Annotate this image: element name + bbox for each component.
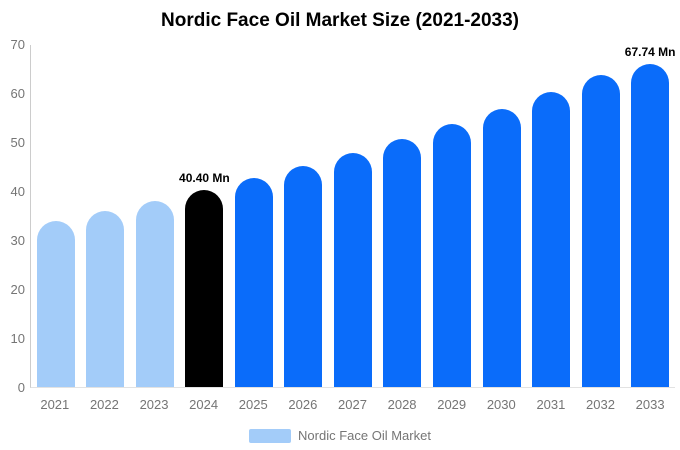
x-tick-label-2029: 2029 — [437, 397, 467, 412]
legend-swatch-icon — [249, 428, 292, 443]
y-tick-label: 70 — [10, 37, 25, 52]
bar-2027[interactable] — [333, 152, 372, 387]
y-tick-label: 40 — [10, 184, 25, 199]
bar-slot — [229, 45, 279, 387]
bars-container: 40.40 Mn 67.74 Mn — [31, 45, 676, 387]
y-tick-label: 20 — [10, 282, 25, 297]
bar-slot — [378, 45, 428, 387]
bar-2026[interactable] — [284, 165, 323, 387]
x-tick-label-2032: 2032 — [586, 397, 615, 412]
bar-2028[interactable] — [383, 138, 422, 387]
y-tick-label: 50 — [10, 135, 25, 150]
bar-slot — [576, 45, 626, 387]
x-tick-label-2031: 2031 — [536, 397, 566, 412]
bar-slot — [81, 45, 131, 387]
bar-2033[interactable] — [631, 64, 670, 387]
bar-slot — [130, 45, 180, 387]
bar-slot: 67.74 Mn — [624, 45, 676, 387]
bar-slot — [427, 45, 477, 387]
bar-2031[interactable] — [532, 91, 571, 387]
legend-label: Nordic Face Oil Market — [298, 428, 431, 443]
x-tick-label-2021: 2021 — [40, 397, 70, 412]
y-tick-label: 0 — [17, 380, 25, 395]
bar-2032[interactable] — [581, 74, 620, 387]
y-tick-label: 10 — [10, 331, 25, 346]
x-tick-label-2022: 2022 — [89, 397, 119, 412]
bar-slot — [279, 45, 329, 387]
bar-2023[interactable] — [135, 200, 174, 387]
bar-value-label: 67.74 Mn — [624, 45, 676, 59]
bar-slot — [477, 45, 527, 387]
x-tick-label-2028: 2028 — [387, 397, 417, 412]
bar-2025[interactable] — [234, 177, 273, 387]
legend[interactable]: Nordic Face Oil Market — [0, 428, 680, 443]
bar-slot — [526, 45, 576, 387]
chart-title: Nordic Face Oil Market Size (2021-2033) — [161, 10, 519, 31]
bar-value-label: 40.40 Mn — [179, 170, 230, 185]
bar-2021[interactable] — [36, 220, 75, 387]
x-tick-label-2023: 2023 — [139, 397, 169, 412]
bar-2030[interactable] — [482, 108, 521, 387]
bar-slot — [31, 45, 81, 387]
bar-slot: 40.40 Mn — [179, 45, 230, 387]
bar-2024[interactable] — [185, 189, 224, 387]
bar-slot — [328, 45, 378, 387]
x-tick-label-2024: 2024 — [189, 397, 219, 412]
plot-area: 40.40 Mn 67.74 Mn — [30, 45, 676, 388]
bar-2029[interactable] — [433, 124, 472, 387]
y-tick-label: 60 — [10, 86, 25, 101]
x-tick-label-2033: 2033 — [635, 397, 665, 412]
x-tick-label-2030: 2030 — [486, 397, 516, 412]
y-tick-label: 30 — [10, 233, 25, 248]
x-tick-label-2026: 2026 — [288, 397, 318, 412]
x-tick-label-2025: 2025 — [238, 397, 268, 412]
x-tick-label-2027: 2027 — [338, 397, 367, 412]
x-axis: 2021 2022 2023 2024 2025 2026 2027 2028 2029 2030… — [30, 397, 675, 412]
bar-2022[interactable] — [86, 211, 125, 387]
